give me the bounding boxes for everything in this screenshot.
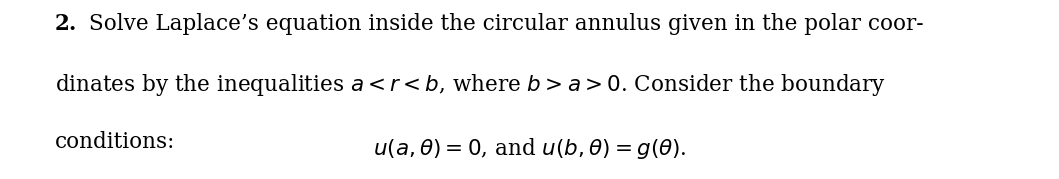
Text: Solve Laplace’s equation inside the circular annulus given in the polar coor-: Solve Laplace’s equation inside the circ… — [89, 13, 923, 35]
Text: dinates by the inequalities $a < r < b$, where $b > a > 0$. Consider the boundar: dinates by the inequalities $a < r < b$,… — [55, 72, 886, 98]
Text: $u(a, \theta) = 0$, and $u(b, \theta) = g(\theta)$.: $u(a, \theta) = 0$, and $u(b, \theta) = … — [373, 136, 686, 161]
Text: conditions:: conditions: — [55, 131, 176, 153]
Text: 2.: 2. — [55, 13, 77, 35]
